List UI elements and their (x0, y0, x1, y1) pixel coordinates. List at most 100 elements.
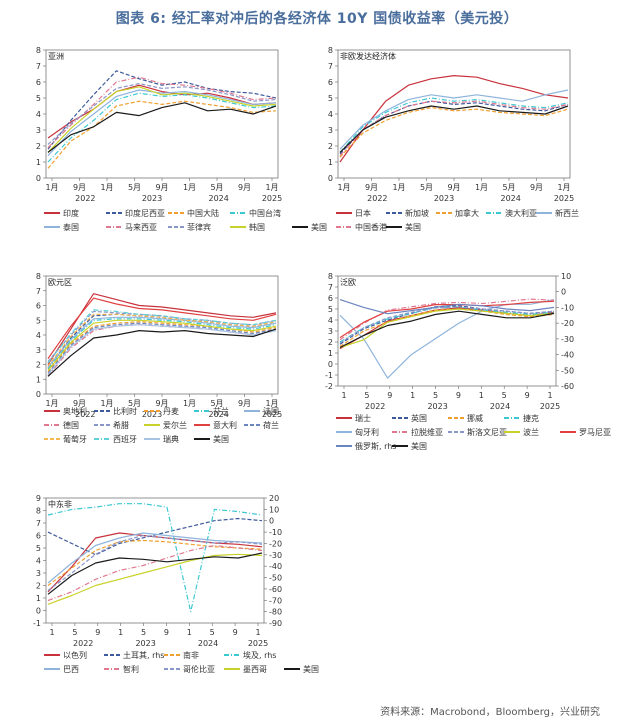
series-line (47, 316, 277, 368)
y-tick-label: -2 (325, 382, 333, 391)
series-line (47, 532, 263, 584)
x-tick-label: 5月 (128, 183, 141, 192)
legend-label: 意大利 (213, 420, 237, 430)
y-tick-label: 1 (36, 158, 41, 167)
y-tick-label: 4 (328, 316, 333, 325)
figure-title: 图表 6: 经汇率对冲后的各经济体 10Y 国债收益率（美元投） (115, 11, 519, 27)
y-tick-label: 6 (328, 78, 333, 87)
series-line (339, 306, 555, 344)
series-line (339, 100, 569, 156)
y-tick-label: 1 (36, 594, 41, 603)
x-tick-label: 1月 (183, 399, 196, 408)
legend-label: 葡萄牙 (63, 434, 87, 444)
y2-tick-label: 0 (269, 517, 274, 526)
year-label: 2022 (365, 402, 385, 411)
x-tick-label: 9 (95, 628, 100, 637)
y-tick-label: 0 (328, 360, 333, 369)
year-label: 2025 (248, 639, 268, 648)
y-tick-label: 4 (36, 110, 41, 119)
y-tick-label: 2 (328, 142, 333, 151)
year-label: 2023 (142, 410, 162, 419)
y2-tick-label: -80 (269, 608, 282, 617)
x-tick-label: 9月 (73, 183, 86, 192)
legend-label: 荷兰 (263, 420, 279, 430)
series-line (47, 552, 263, 595)
y-tick-label: 1 (328, 158, 333, 167)
y-tick-label: 0 (328, 174, 333, 183)
x-tick-label: 5月 (420, 183, 433, 192)
y-tick-label: 7 (36, 287, 41, 296)
y-tick-label: 0 (36, 607, 41, 616)
y-tick-label: 6 (36, 78, 41, 87)
y-tick-label: 8 (328, 46, 333, 55)
plot-frame (45, 49, 279, 179)
y-tick-label: 6 (36, 532, 41, 541)
legend-label: 墨西哥 (243, 665, 267, 674)
y-tick-label: 4 (36, 331, 41, 340)
y2-tick-label: -50 (269, 574, 282, 583)
x-tick-label: 5月 (210, 183, 223, 192)
x-tick-label: 9 (456, 391, 461, 400)
legend-label: 日本 (355, 208, 371, 218)
y-tick-label: 5 (36, 544, 41, 553)
y-tick-label: -1 (33, 619, 41, 628)
x-tick-label: 1月 (392, 183, 405, 192)
legend-label: 巴西 (63, 665, 79, 674)
x-tick-label: 9月 (447, 183, 460, 192)
series-line (47, 89, 277, 157)
series-line (339, 310, 555, 349)
year-label: 2024 (208, 410, 228, 419)
year-label: 2023 (135, 639, 155, 648)
legend-label: 匈牙利 (355, 427, 379, 437)
series-line (47, 517, 263, 556)
series-line (339, 97, 569, 153)
x-tick-label: 1月 (183, 183, 196, 192)
legend-label: 泰国 (63, 222, 79, 232)
series-line (47, 70, 277, 150)
series-line (47, 319, 277, 371)
panel-title: 泛欧 (340, 277, 356, 287)
series-line (339, 106, 569, 158)
year-label: 2025 (540, 402, 560, 411)
y2-tick-label: 10 (561, 272, 571, 281)
x-tick-label: 9月 (530, 183, 543, 192)
y2-tick-label: -70 (269, 596, 282, 605)
panel-title: 非欧发达经济体 (340, 51, 396, 61)
series-line (339, 105, 569, 153)
y-tick-label: 2 (328, 338, 333, 347)
x-tick-label: 5 (210, 628, 215, 637)
legend-label: 奥地利 (63, 406, 87, 416)
x-tick-label: 5月 (210, 399, 223, 408)
y-tick-label: 3 (36, 346, 41, 355)
legend-label: 英国 (411, 413, 427, 423)
legend-label: 中国台湾 (249, 208, 281, 218)
y-tick-label: 2 (36, 142, 41, 151)
series-line (47, 82, 277, 145)
legend-label: 罗马尼亚 (579, 428, 611, 437)
y-tick-label: -1 (325, 371, 333, 380)
series-line (47, 92, 277, 163)
x-tick-label: 9月 (365, 183, 378, 192)
legend-label: 比利时 (113, 406, 137, 416)
legend-label: 南非 (183, 650, 199, 660)
x-tick-label: 5月 (502, 183, 515, 192)
y-tick-label: 8 (328, 272, 333, 281)
series-line (339, 300, 555, 339)
y-tick-label: 5 (36, 316, 41, 325)
series-line (47, 539, 263, 586)
legend-label: 中国香港 (355, 222, 387, 232)
x-tick-label: 5月 (128, 399, 141, 408)
y2-tick-label: 10 (269, 505, 279, 514)
x-tick-label: 1月 (45, 183, 58, 192)
x-tick-label: 1月 (265, 399, 278, 408)
y-tick-label: 0 (36, 174, 41, 183)
y-tick-label: 8 (36, 272, 41, 281)
x-tick-label: 5 (72, 628, 77, 637)
year-label: 2024 (490, 402, 510, 411)
plot-frame (337, 49, 571, 179)
series-line (339, 89, 569, 150)
y-tick-label: 9 (36, 494, 41, 503)
series-line (47, 310, 277, 362)
x-tick-label: 1 (479, 391, 484, 400)
year-label: 2024 (500, 194, 520, 203)
